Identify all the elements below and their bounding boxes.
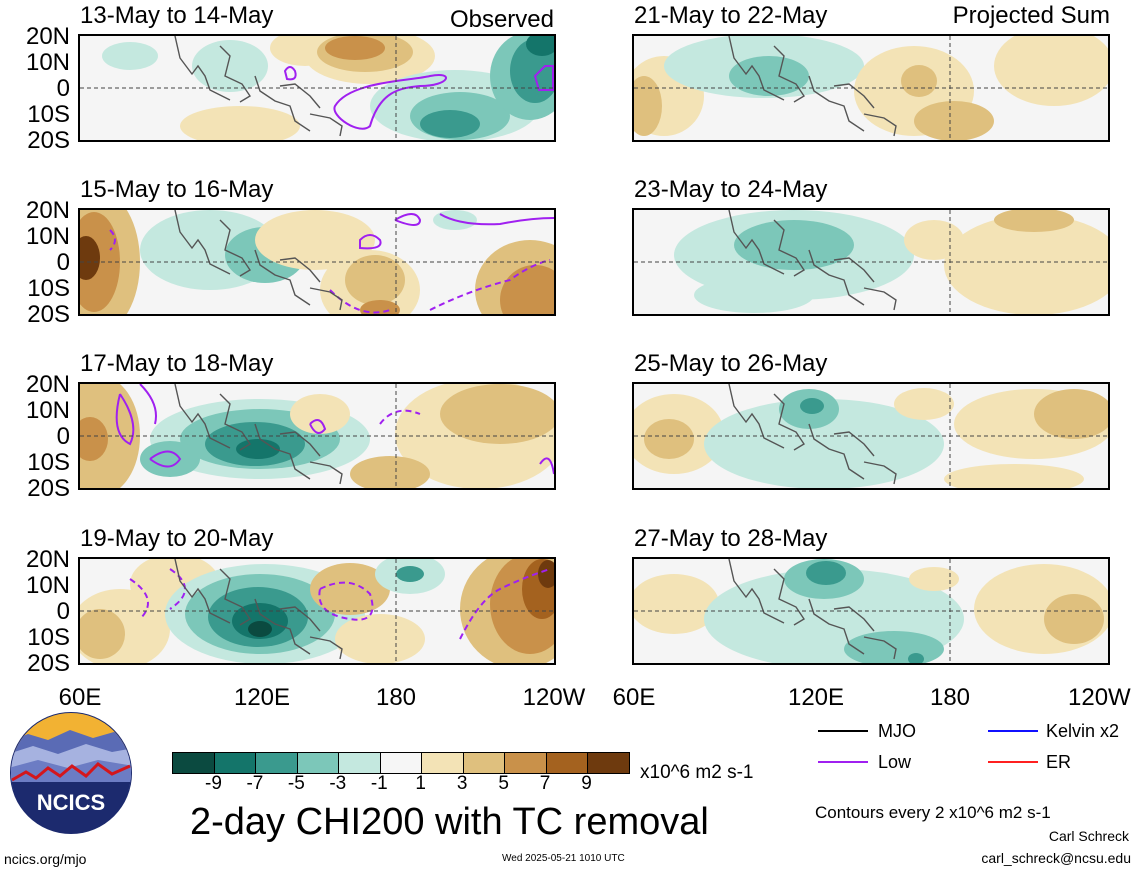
x-tick: 120W: [1068, 686, 1131, 710]
colorbar-label: 3: [456, 773, 468, 794]
y-tick: 0: [56, 423, 70, 450]
colorbar-label: -7: [246, 773, 264, 794]
colorbar-label: -5: [287, 773, 305, 794]
colorbar-swatch: [255, 753, 297, 773]
map-panel-observed-2: [78, 208, 556, 316]
panel-title: 25-May to 26-May: [634, 350, 828, 377]
panel-title: 19-May to 20-May: [80, 525, 274, 552]
y-tick: 10S: [27, 275, 70, 302]
y-tick: 20S: [27, 475, 70, 502]
x-tick: 120W: [522, 684, 586, 711]
colorbar-label: -3: [329, 773, 347, 794]
map-panel-projected-2: [632, 208, 1110, 316]
y-tick: 20N: [25, 197, 70, 224]
x-tick: 120E: [787, 684, 845, 711]
y-tick: 0: [56, 598, 70, 625]
y-tick: 0: [56, 249, 70, 276]
panel-title: 13-May to 14-May: [80, 2, 274, 29]
panel-title: 21-May to 22-May: [634, 2, 828, 29]
colorbar: [172, 752, 630, 774]
y-tick: 20N: [25, 546, 70, 573]
map-panel-observed-3: [78, 382, 556, 490]
kelvin-line: [988, 730, 1038, 732]
colorbar-swatch: [296, 753, 339, 773]
y-tick: 20N: [25, 371, 70, 398]
colorbar-label: 7: [539, 773, 551, 794]
x-tick: 180: [929, 684, 971, 711]
colorbar-units: x10^6 m2 s-1: [640, 762, 754, 783]
colorbar-swatch: [213, 753, 256, 773]
mjo-label: MJO: [878, 721, 916, 741]
colorbar-swatch: [379, 753, 422, 773]
colorbar-swatch: [421, 753, 463, 773]
colorbar-labels: -9 -7 -5 -3 -1 1 3 5 7 9: [172, 774, 628, 796]
y-tick: 10N: [25, 572, 70, 599]
observed-label: Observed: [449, 6, 554, 33]
colorbar-label: -1: [370, 773, 388, 794]
panel-title: 17-May to 18-May: [80, 350, 274, 377]
y-tick: 10N: [25, 397, 70, 424]
projected-label: Projected Sum: [952, 2, 1110, 29]
low-line: [818, 761, 868, 763]
y-tick: 10S: [27, 449, 70, 476]
mjo-line: [818, 730, 868, 732]
map-panel-observed-1: [78, 34, 556, 142]
y-tick: 0: [56, 75, 70, 102]
er-line: [988, 761, 1038, 763]
kelvin-label: Kelvin x2: [1046, 721, 1120, 741]
y-tick: 10N: [25, 223, 70, 250]
x-tick: 60E: [58, 684, 102, 711]
logo-text: NCICS: [37, 790, 105, 815]
panel-title: 23-May to 24-May: [634, 176, 828, 203]
y-tick: 20S: [27, 301, 70, 328]
y-tick: 10N: [25, 49, 70, 76]
map-panel-observed-4: [78, 557, 556, 665]
timestamp: Wed 2025-05-21 1010 UTC: [502, 853, 625, 864]
colorbar-swatch: [462, 753, 505, 773]
map-panel-projected-1: [632, 34, 1110, 142]
y-tick: 20N: [25, 23, 70, 50]
colorbar-swatch: [587, 753, 630, 773]
y-tick: 10S: [27, 624, 70, 651]
colorbar-swatch: [545, 753, 588, 773]
site-link[interactable]: ncics.org/mjo: [4, 851, 87, 867]
x-tick: 60E: [612, 684, 656, 711]
map-panel-projected-4: [632, 557, 1110, 665]
low-label: Low: [878, 752, 912, 772]
er-label: ER: [1046, 752, 1072, 772]
main-title: 2-day CHI200 with TC removal: [190, 801, 709, 843]
x-tick: 120E: [233, 684, 291, 711]
ncics-logo[interactable]: NCICS: [8, 710, 134, 836]
y-tick: 10S: [27, 101, 70, 128]
colorbar-swatch: [504, 753, 546, 773]
y-tick: 20S: [27, 650, 70, 677]
x-tick: 180: [375, 684, 417, 711]
colorbar-swatch: [173, 753, 214, 773]
email-link[interactable]: carl_schreck@ncsu.edu: [981, 850, 1131, 866]
colorbar-label: 5: [498, 773, 509, 794]
colorbar-label: 1: [415, 773, 426, 794]
map-panel-projected-3: [632, 382, 1110, 490]
contour-note: Contours every 2 x10^6 m2 s-1: [815, 803, 1051, 822]
author: Carl Schreck: [1048, 828, 1129, 844]
panel-title: 27-May to 28-May: [634, 525, 828, 552]
panel-title: 15-May to 16-May: [80, 176, 274, 203]
colorbar-label: 9: [581, 773, 592, 794]
colorbar-swatch: [338, 753, 380, 773]
y-tick: 20S: [27, 127, 70, 154]
colorbar-label: -9: [205, 773, 222, 794]
